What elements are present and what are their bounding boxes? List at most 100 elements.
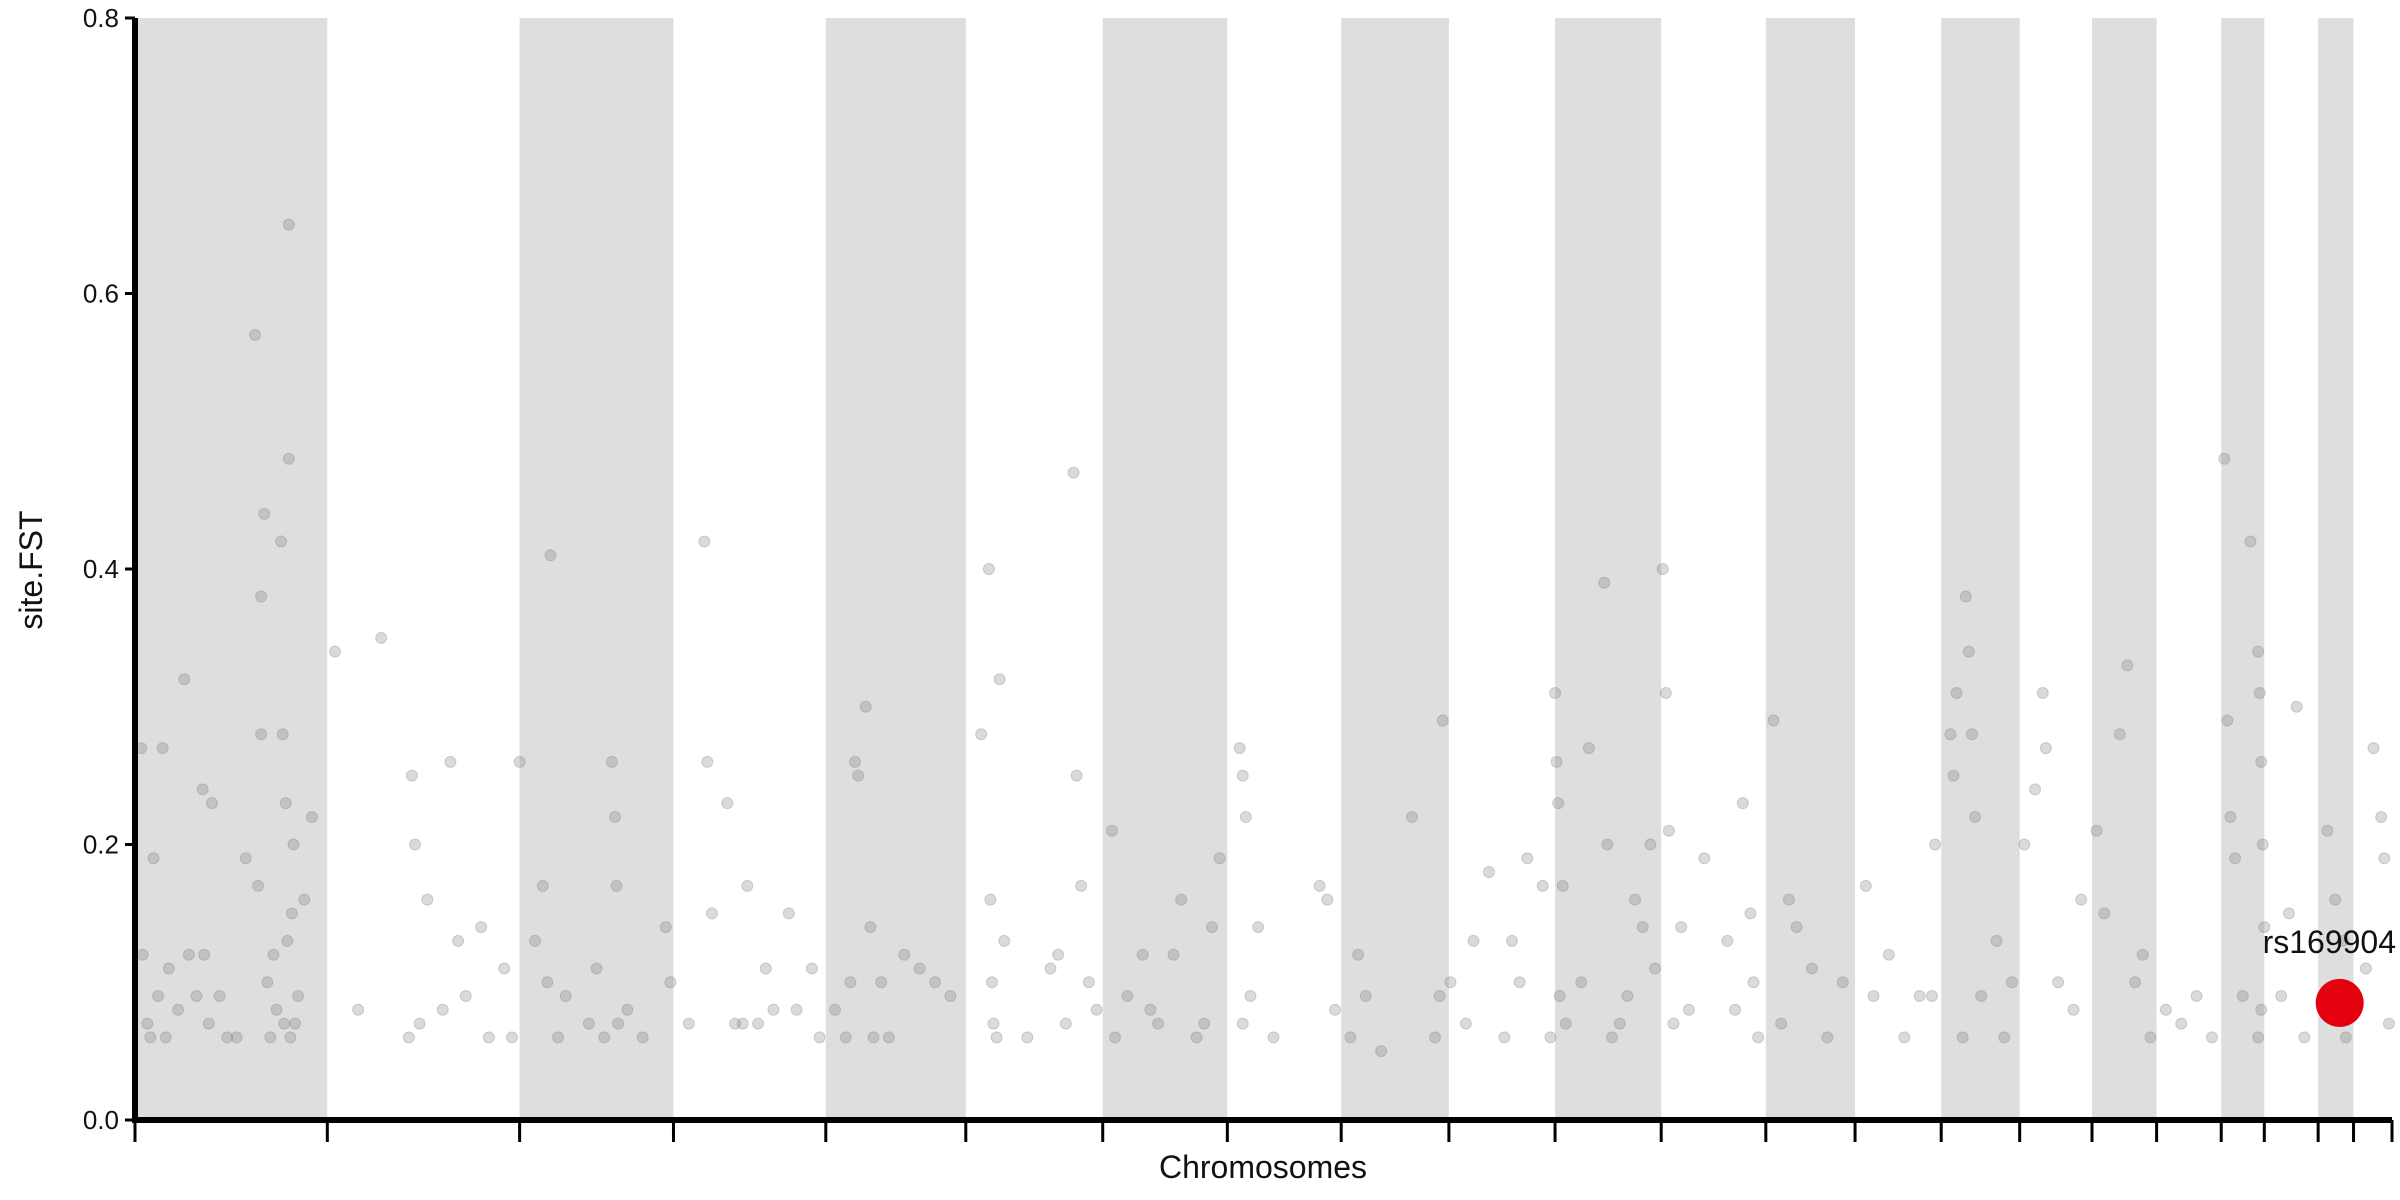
- point: [1656, 563, 1669, 575]
- band: [135, 18, 328, 1120]
- point: [1950, 686, 1963, 699]
- y-tick-label: 0.4: [83, 554, 119, 584]
- point: [1267, 1031, 1280, 1044]
- point: [1550, 755, 1563, 768]
- y-tick-label: 0.2: [83, 830, 119, 860]
- point: [162, 962, 175, 975]
- axes: 0.0 0.2 0.4 0.6 0.8: [83, 3, 2394, 1142]
- point: [298, 893, 311, 906]
- point: [998, 934, 1011, 947]
- point: [267, 948, 280, 961]
- band: [2318, 18, 2354, 1120]
- point: [2329, 893, 2342, 906]
- point: [867, 1031, 880, 1044]
- point: [409, 838, 422, 851]
- point: [1067, 466, 1080, 479]
- point: [805, 962, 818, 975]
- point: [987, 1017, 1000, 1030]
- point: [1962, 645, 1975, 658]
- point: [1601, 838, 1614, 851]
- band: [825, 18, 966, 1120]
- point: [2113, 728, 2126, 741]
- point: [1444, 976, 1457, 989]
- point: [282, 218, 295, 231]
- point: [610, 879, 623, 892]
- point: [1144, 1003, 1157, 1016]
- point: [2256, 838, 2269, 851]
- point: [759, 962, 772, 975]
- point: [1644, 838, 1657, 851]
- point: [421, 893, 434, 906]
- point: [2253, 686, 2266, 699]
- point: [190, 990, 203, 1003]
- point: [1190, 1031, 1203, 1044]
- highlight-point: [2315, 978, 2364, 1027]
- point: [413, 1017, 426, 1030]
- point: [1667, 1017, 1680, 1030]
- point: [698, 535, 711, 548]
- point: [498, 962, 511, 975]
- point: [156, 742, 169, 755]
- point: [984, 893, 997, 906]
- point: [1536, 879, 1549, 892]
- point: [1505, 934, 1518, 947]
- point: [849, 755, 862, 768]
- point: [1429, 1031, 1442, 1044]
- point: [1682, 1003, 1695, 1016]
- point: [2098, 907, 2111, 920]
- point: [2339, 1031, 2352, 1044]
- point: [1553, 990, 1566, 1003]
- point: [1859, 879, 1872, 892]
- point: [993, 673, 1006, 686]
- band: [519, 18, 674, 1120]
- point: [2224, 810, 2237, 823]
- point: [1929, 838, 1942, 851]
- point: [221, 1031, 234, 1044]
- point: [605, 755, 618, 768]
- point: [1052, 948, 1065, 961]
- point: [1549, 686, 1562, 699]
- point: [839, 1031, 852, 1044]
- point: [767, 1003, 780, 1016]
- point: [2378, 852, 2391, 865]
- point: [1213, 852, 1226, 865]
- point: [1729, 1003, 1742, 1016]
- point: [1913, 990, 1926, 1003]
- point: [282, 452, 295, 465]
- point: [402, 1031, 415, 1044]
- point: [1459, 1017, 1472, 1030]
- point: [144, 1031, 157, 1044]
- point: [1121, 990, 1134, 1003]
- point: [2052, 976, 2065, 989]
- point: [1836, 976, 1849, 989]
- point: [444, 755, 457, 768]
- point: [1975, 990, 1988, 1003]
- point: [929, 976, 942, 989]
- point: [264, 1031, 277, 1044]
- point: [1782, 893, 1795, 906]
- point: [1375, 1045, 1388, 1058]
- point: [1352, 948, 1365, 961]
- point: [270, 1003, 283, 1016]
- point: [2221, 714, 2234, 727]
- point: [136, 948, 149, 961]
- point: [1105, 824, 1118, 837]
- point: [1721, 934, 1734, 947]
- point: [2252, 645, 2265, 658]
- point: [1662, 824, 1675, 837]
- point: [1956, 1031, 1969, 1044]
- point: [913, 962, 926, 975]
- point: [2298, 1031, 2311, 1044]
- point: [375, 631, 388, 644]
- point: [230, 1031, 243, 1044]
- point: [2282, 907, 2295, 920]
- point: [1559, 1017, 1572, 1030]
- point: [682, 1017, 695, 1030]
- point: [289, 1017, 302, 1030]
- point: [1744, 907, 1757, 920]
- point: [275, 535, 288, 548]
- point: [405, 769, 418, 782]
- y-tick-label: 0.0: [83, 1105, 119, 1135]
- point: [1821, 1031, 1834, 1044]
- point: [305, 810, 318, 823]
